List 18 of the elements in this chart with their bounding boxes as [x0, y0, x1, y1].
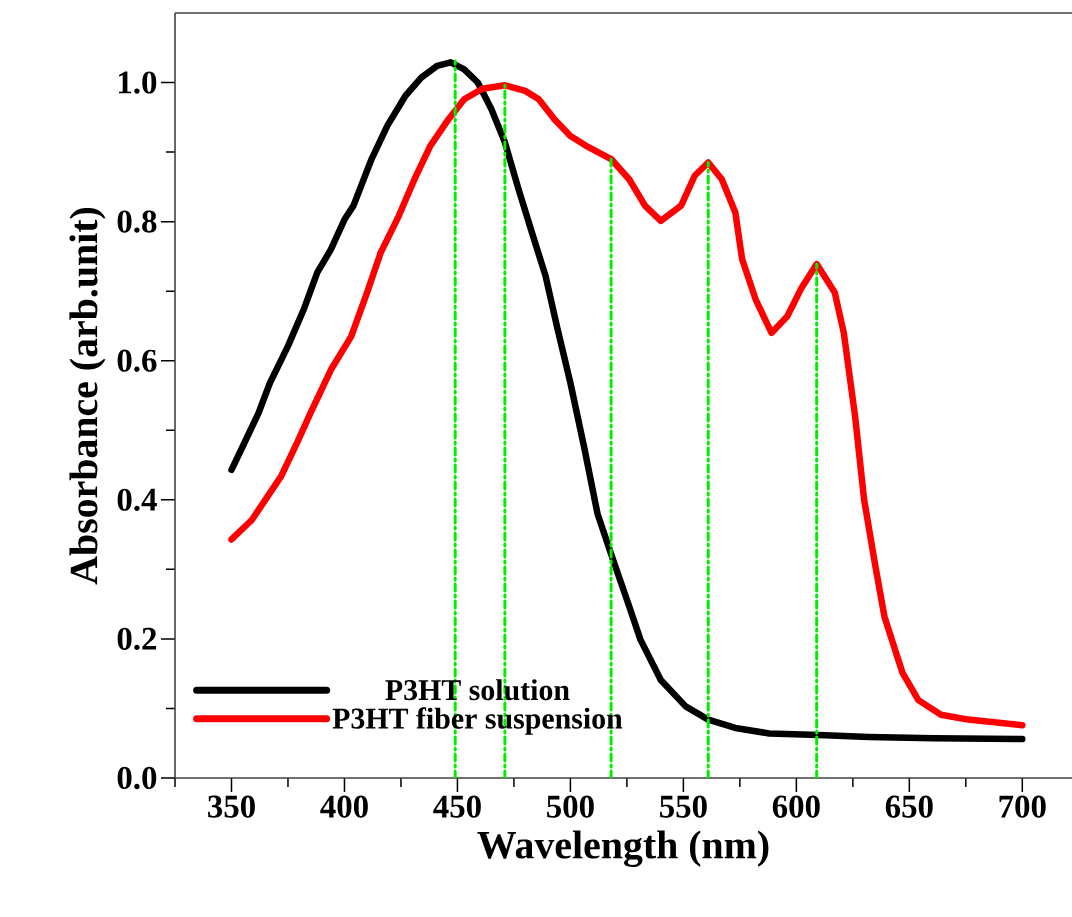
x-tick-label: 550	[660, 795, 707, 818]
x-tick-label: 600	[772, 795, 820, 818]
y-tick-label: 0.6	[117, 349, 157, 372]
y-tick-label: 0.2	[117, 627, 157, 651]
y-tick-label: 1.0	[119, 71, 157, 94]
x-tick-label: 650	[885, 795, 933, 818]
legend-label: P3HT fiber suspension	[332, 707, 623, 735]
y-tick-label: 0.0	[117, 766, 157, 790]
x-tick-label: 450	[433, 795, 481, 818]
y-tick-label: 0.8	[117, 210, 157, 233]
x-tick-label: 350	[208, 795, 255, 818]
x-axis-title: Wavelength (nm)	[477, 830, 769, 867]
y-tick-label: 0.4	[117, 488, 157, 511]
x-tick-label: 500	[547, 795, 594, 818]
legend-label: P3HT solution	[385, 679, 570, 701]
y-axis-title: Absorbance (arb.unit)	[69, 207, 106, 585]
x-tick-label: 700	[999, 795, 1046, 818]
x-tick-label: 400	[320, 795, 368, 818]
